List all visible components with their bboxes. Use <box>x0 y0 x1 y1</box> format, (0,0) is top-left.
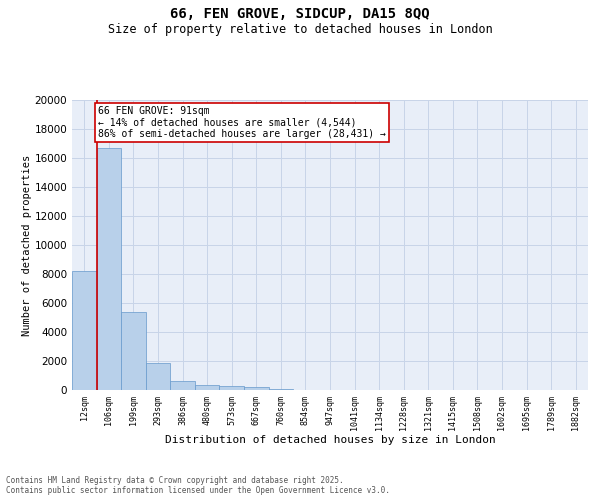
Text: Size of property relative to detached houses in London: Size of property relative to detached ho… <box>107 22 493 36</box>
Bar <box>195 385 220 390</box>
X-axis label: Distribution of detached houses by size in London: Distribution of detached houses by size … <box>164 436 496 446</box>
Bar <box>97 148 121 390</box>
Text: 66 FEN GROVE: 91sqm
← 14% of detached houses are smaller (4,544)
86% of semi-det: 66 FEN GROVE: 91sqm ← 14% of detached ho… <box>98 106 386 139</box>
Bar <box>170 380 195 390</box>
Text: Contains HM Land Registry data © Crown copyright and database right 2025.
Contai: Contains HM Land Registry data © Crown c… <box>6 476 390 495</box>
Text: 66, FEN GROVE, SIDCUP, DA15 8QQ: 66, FEN GROVE, SIDCUP, DA15 8QQ <box>170 8 430 22</box>
Bar <box>244 387 269 390</box>
Y-axis label: Number of detached properties: Number of detached properties <box>22 154 32 336</box>
Bar <box>146 363 170 390</box>
Bar <box>72 271 97 390</box>
Bar <box>220 386 244 390</box>
Bar <box>121 312 146 390</box>
